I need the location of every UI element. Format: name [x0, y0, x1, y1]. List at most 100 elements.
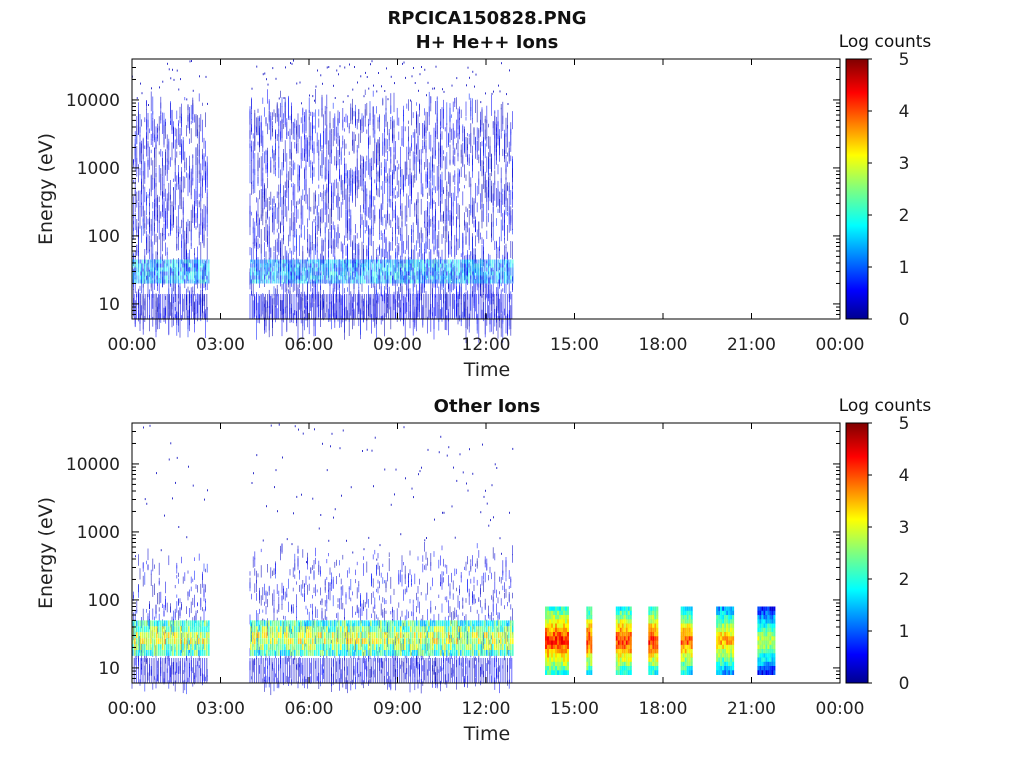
spectrogram-band-cell	[410, 259, 412, 264]
spectrogram-band-cell	[422, 271, 424, 276]
spectrogram-band-cell	[168, 620, 170, 627]
spectrogram-band-cell	[322, 267, 324, 272]
spectrogram-band-cell	[354, 275, 356, 280]
x-axis-label-h-he: Time	[463, 359, 511, 381]
spectrogram-band-cell	[182, 626, 184, 633]
spectrogram-count	[403, 61, 405, 64]
spectrogram-band-cell	[190, 259, 192, 264]
spectrogram-band-cell	[312, 271, 314, 276]
spectrogram-band-cell	[434, 275, 436, 280]
spectrogram-band-cell	[480, 267, 482, 272]
spectrogram-band-cell	[330, 263, 332, 268]
spectrogram-band-cell	[194, 275, 196, 280]
spectrogram-band-cell	[462, 279, 464, 284]
spectrogram-band-cell	[176, 644, 178, 650]
colorbar-ticks-h-he: 0 1 2 3 4 5	[868, 50, 909, 330]
spectrogram-band-cell	[416, 275, 418, 280]
spectrogram-band-cell	[458, 263, 460, 268]
spectrogram-band-cell	[402, 259, 404, 264]
spectrogram-band-cell	[382, 279, 384, 284]
spectrogram-band-cell	[178, 644, 180, 650]
spectrogram-band-cell	[402, 271, 404, 276]
spectrogram-band-cell	[132, 650, 134, 656]
spectrogram-band-cell	[388, 275, 390, 280]
spectrogram-band-cell	[158, 650, 160, 656]
spectrogram-band-cell	[322, 279, 324, 284]
spectrogram-band-cell	[204, 259, 206, 264]
spectrogram-band-cell	[174, 644, 176, 650]
spectrogram-band-cell	[388, 259, 390, 264]
spectrogram-count	[333, 84, 334, 87]
spectrogram-band-cell	[428, 271, 430, 276]
spectrogram-band-cell	[364, 259, 366, 264]
spectrogram-count	[370, 63, 371, 66]
spectrogram-band-cell	[272, 279, 274, 284]
spectrogram-band-cell	[398, 271, 400, 276]
spectrogram-count	[328, 66, 330, 68]
spectrogram-count	[432, 87, 434, 90]
spectrogram-band-cell	[278, 263, 280, 268]
spectrogram-band-cell	[498, 275, 500, 280]
spectrogram-band-cell	[148, 263, 150, 268]
spectrogram-band-cell	[276, 275, 278, 280]
spectrogram-band-cell	[504, 263, 506, 268]
spectrogram-band-cell	[278, 259, 280, 264]
spectrogram-band-cell	[480, 279, 482, 284]
spectrogram-band-cell	[308, 279, 310, 284]
spectrogram-band-cell	[154, 644, 156, 650]
spectrogram-band-cell	[414, 279, 416, 284]
spectrogram-band-cell	[336, 263, 338, 268]
spectrogram-band-cell	[296, 279, 298, 284]
spectrogram-band-cell	[424, 263, 426, 268]
spectrogram-band-cell	[338, 279, 340, 284]
spectrogram-band-cell	[144, 638, 146, 645]
spectrogram-band-cell	[376, 275, 378, 280]
spectrogram-band-cell	[474, 275, 476, 280]
spectrogram-count	[256, 65, 258, 68]
spectrogram-band-cell	[292, 267, 294, 272]
spectrogram-band-cell	[150, 626, 152, 633]
spectrogram-count	[373, 84, 374, 87]
spectrogram-band-cell	[418, 275, 420, 280]
spectrogram-band-cell	[136, 263, 138, 268]
spectrogram-count	[344, 66, 346, 69]
spectrogram-band-cell	[346, 259, 348, 264]
spectrogram-count	[402, 62, 403, 65]
spectrogram-band-cell	[492, 263, 494, 268]
spectrogram-band-cell	[448, 267, 450, 272]
spectrogram-band-cell	[434, 279, 436, 284]
spectrogram-band-cell	[360, 263, 362, 268]
x-tick-label: 18:00	[639, 335, 688, 355]
spectrogram-band-cell	[480, 259, 482, 264]
spectrogram-band-cell	[370, 267, 372, 272]
spectrogram-band-cell	[474, 267, 476, 272]
spectrogram-band-cell	[200, 644, 202, 650]
spectrogram-band-cell	[496, 263, 498, 268]
spectrogram-band-cell	[202, 626, 204, 633]
spectrogram-band-cell	[170, 263, 172, 268]
spectrogram-band-cell	[316, 263, 318, 268]
spectrogram-band-cell	[138, 271, 140, 276]
spectrogram-band-cell	[324, 271, 326, 276]
spectrogram-count	[467, 66, 469, 69]
spectrogram-band-cell	[362, 259, 364, 264]
spectrogram-band-cell	[182, 267, 184, 272]
spectrogram-band-cell	[192, 275, 194, 280]
spectrogram-band-cell	[348, 279, 350, 284]
spectrogram-band-cell	[400, 271, 402, 276]
spectrogram-band-cell	[446, 275, 448, 280]
spectrogram-band-cell	[252, 259, 254, 264]
spectrogram-band-cell	[434, 267, 436, 272]
spectrogram-band-cell	[196, 267, 198, 272]
spectrogram-band-cell	[296, 263, 298, 268]
spectrogram-band-cell	[426, 263, 428, 268]
spectrogram-band-cell	[312, 275, 314, 280]
spectrogram-band-cell	[418, 259, 420, 264]
spectrogram-band-cell	[178, 267, 180, 272]
spectrogram-band-cell	[454, 263, 456, 268]
spectrogram-band-cell	[402, 275, 404, 280]
spectrogram-count	[293, 59, 294, 62]
spectrogram-band-cell	[154, 650, 156, 656]
spectrogram-band-cell	[486, 267, 488, 272]
spectrogram-band-cell	[466, 267, 468, 272]
